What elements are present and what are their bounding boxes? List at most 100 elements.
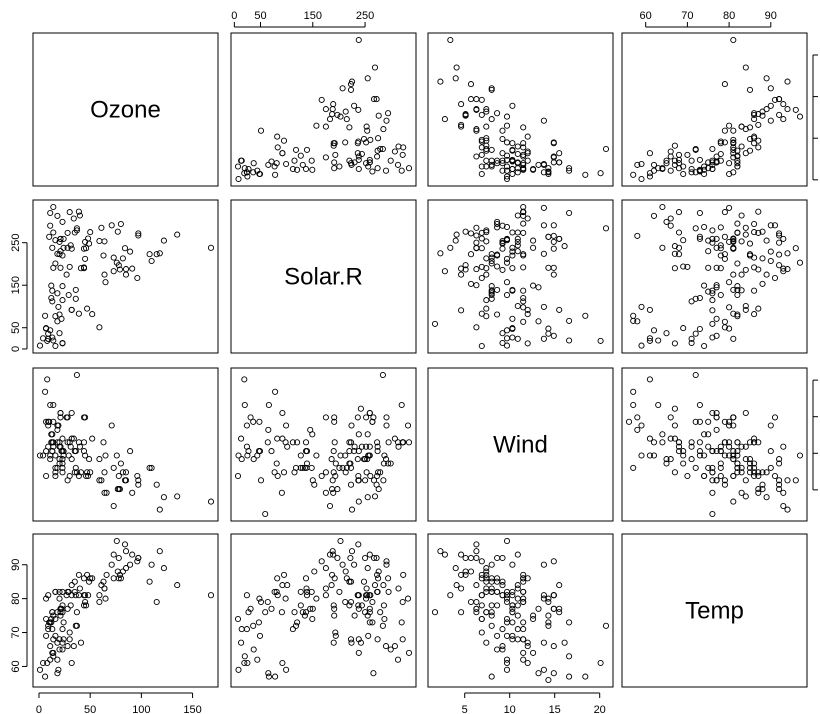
data-point [473,282,480,289]
data-point [59,218,66,225]
data-point [478,163,485,170]
data-point [458,571,465,578]
data-point [348,548,356,555]
data-point [96,456,103,463]
data-point [767,422,774,429]
data-point [374,472,381,480]
data-point [462,228,469,235]
data-point [385,588,392,595]
data-point [494,224,501,231]
data-point [47,643,54,650]
data-point [322,585,329,592]
data-point [566,653,573,660]
data-point [374,439,381,446]
data-point [561,639,568,646]
data-point [351,561,358,568]
data-point [307,426,314,433]
data-point [369,598,376,606]
data-point [241,165,248,172]
data-point [520,298,527,305]
data-point [597,170,604,177]
data-point [66,629,73,636]
data-point [50,337,57,344]
data-point [524,133,531,140]
data-point [751,435,758,442]
panel-frame [427,367,614,522]
data-point [488,673,495,680]
data-point [688,339,695,347]
data-point [467,568,475,575]
data-point [759,228,766,235]
data-point [746,464,754,471]
data-point [330,551,337,558]
data-point [734,311,741,318]
data-point [721,477,728,484]
data-point [751,254,758,261]
data-point [331,605,338,612]
tick-label: 60 [10,660,22,672]
data-point [398,167,405,174]
data-point [405,649,413,656]
data-point [499,266,506,273]
data-point [42,673,49,680]
data-point [738,143,745,150]
data-point [494,263,501,270]
data-point [309,605,316,612]
data-point [671,422,678,429]
data-point [381,615,388,623]
data-point [696,452,703,459]
data-point [566,209,573,217]
data-point [364,592,371,599]
data-point [638,175,645,183]
data-point [776,111,783,118]
data-point [60,619,67,626]
data-point [71,229,78,236]
data-point [354,150,361,157]
data-point [503,122,511,129]
data-point [509,334,516,341]
data-point [514,248,521,255]
data-point [730,271,737,278]
data-point [646,337,653,344]
data-point [473,554,480,562]
data-point [365,632,372,639]
data-point [36,666,44,673]
data-point [303,460,311,467]
data-point [117,575,124,582]
data-point [308,464,315,471]
data-point [322,106,329,113]
data-point [509,165,516,173]
data-point [503,666,511,673]
data-point [709,510,716,518]
data-point [96,324,103,331]
data-point [755,229,762,236]
data-point [709,307,716,314]
data-point [57,605,64,612]
data-point [483,229,490,236]
data-point [755,208,762,215]
data-point [387,646,394,653]
data-point [256,418,263,425]
data-point [726,422,733,429]
data-point [100,578,107,585]
data-point [318,472,325,480]
data-point [119,568,126,575]
panel-wind-vs-temp [621,367,808,522]
tick-label: 5 [462,704,468,714]
data-point [675,156,683,163]
data-point [655,165,662,172]
data-point [58,315,65,322]
data-point [780,502,787,510]
data-point [129,265,136,272]
data-point [742,409,749,417]
panel-frame [230,367,417,522]
data-point [160,565,167,572]
data-point [108,422,115,429]
data-point [66,263,73,270]
data-point [48,294,55,302]
data-point [364,494,371,501]
data-point [545,595,552,602]
data-point [291,157,298,164]
data-point [646,452,653,459]
data-point [40,659,47,667]
